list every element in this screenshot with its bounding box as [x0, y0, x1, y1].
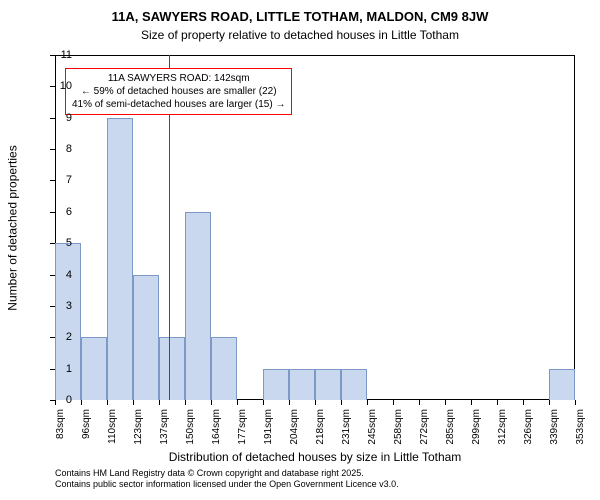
x-tick-mark: [445, 400, 446, 405]
y-tick-label: 8: [52, 143, 72, 155]
histogram-bar: [315, 369, 341, 400]
annotation-line1: 11A SAWYERS ROAD: 142sqm: [108, 73, 250, 84]
x-tick-label: 96sqm: [81, 409, 92, 469]
histogram-bar: [159, 337, 185, 400]
x-tick-mark: [107, 400, 108, 405]
x-tick-mark: [315, 400, 316, 405]
histogram-bar: [263, 369, 289, 400]
x-tick-mark: [471, 400, 472, 405]
y-tick-label: 5: [52, 237, 72, 249]
x-tick-mark: [289, 400, 290, 405]
y-tick-label: 2: [52, 331, 72, 343]
y-tick-label: 7: [52, 174, 72, 186]
annotation-box: 11A SAWYERS ROAD: 142sqm ← 59% of detache…: [65, 68, 292, 115]
histogram-bar: [549, 369, 575, 400]
histogram-bar: [289, 369, 315, 400]
x-tick-mark: [133, 400, 134, 405]
y-tick-label: 9: [52, 112, 72, 124]
annotation-line3: 41% of semi-detached houses are larger (…: [72, 99, 285, 110]
x-tick-mark: [263, 400, 264, 405]
x-tick-label: 326sqm: [523, 409, 534, 469]
x-tick-mark: [367, 400, 368, 405]
x-tick-label: 245sqm: [367, 409, 378, 469]
histogram-bar: [55, 243, 81, 400]
x-tick-label: 285sqm: [445, 409, 456, 469]
y-tick-label: 10: [52, 80, 72, 92]
chart-title: 11A, SAWYERS ROAD, LITTLE TOTHAM, MALDON…: [0, 0, 600, 26]
x-tick-label: 164sqm: [211, 409, 222, 469]
histogram-bar: [107, 118, 133, 400]
histogram-bar: [133, 275, 159, 400]
x-tick-mark: [393, 400, 394, 405]
x-tick-label: 258sqm: [393, 409, 404, 469]
y-axis-label: Number of detached properties: [5, 55, 20, 400]
x-tick-label: 339sqm: [549, 409, 560, 469]
chart-subtitle: Size of property relative to detached ho…: [0, 26, 600, 42]
x-tick-label: 83sqm: [55, 409, 66, 469]
x-tick-mark: [81, 400, 82, 405]
annotation-line2: ← 59% of detached houses are smaller (22…: [81, 86, 277, 97]
histogram-bar: [81, 337, 107, 400]
x-tick-label: 150sqm: [185, 409, 196, 469]
x-tick-label: 123sqm: [133, 409, 144, 469]
x-tick-label: 110sqm: [107, 409, 118, 469]
y-tick-label: 1: [52, 363, 72, 375]
x-tick-mark: [185, 400, 186, 405]
x-tick-label: 204sqm: [289, 409, 300, 469]
x-tick-mark: [497, 400, 498, 405]
histogram-bar: [341, 369, 367, 400]
y-tick-label: 3: [52, 300, 72, 312]
x-tick-mark: [211, 400, 212, 405]
x-tick-mark: [237, 400, 238, 405]
histogram-bar: [185, 212, 211, 400]
x-tick-mark: [575, 400, 576, 405]
plot-area: 11A SAWYERS ROAD: 142sqm ← 59% of detache…: [55, 55, 575, 400]
x-tick-label: 191sqm: [263, 409, 274, 469]
y-tick-label: 4: [52, 269, 72, 281]
x-tick-label: 353sqm: [575, 409, 586, 469]
x-tick-label: 312sqm: [497, 409, 508, 469]
histogram-bar: [211, 337, 237, 400]
x-tick-mark: [159, 400, 160, 405]
x-tick-mark: [419, 400, 420, 405]
y-tick-label: 11: [52, 49, 72, 61]
x-tick-mark: [341, 400, 342, 405]
x-tick-label: 299sqm: [471, 409, 482, 469]
x-tick-label: 272sqm: [419, 409, 430, 469]
x-tick-mark: [523, 400, 524, 405]
x-tick-label: 218sqm: [315, 409, 326, 469]
credit-text: Contains HM Land Registry data © Crown c…: [55, 468, 575, 491]
x-tick-label: 231sqm: [341, 409, 352, 469]
x-tick-label: 137sqm: [159, 409, 170, 469]
x-tick-label: 177sqm: [237, 409, 248, 469]
x-tick-mark: [549, 400, 550, 405]
y-tick-label: 0: [52, 394, 72, 406]
y-tick-label: 6: [52, 206, 72, 218]
